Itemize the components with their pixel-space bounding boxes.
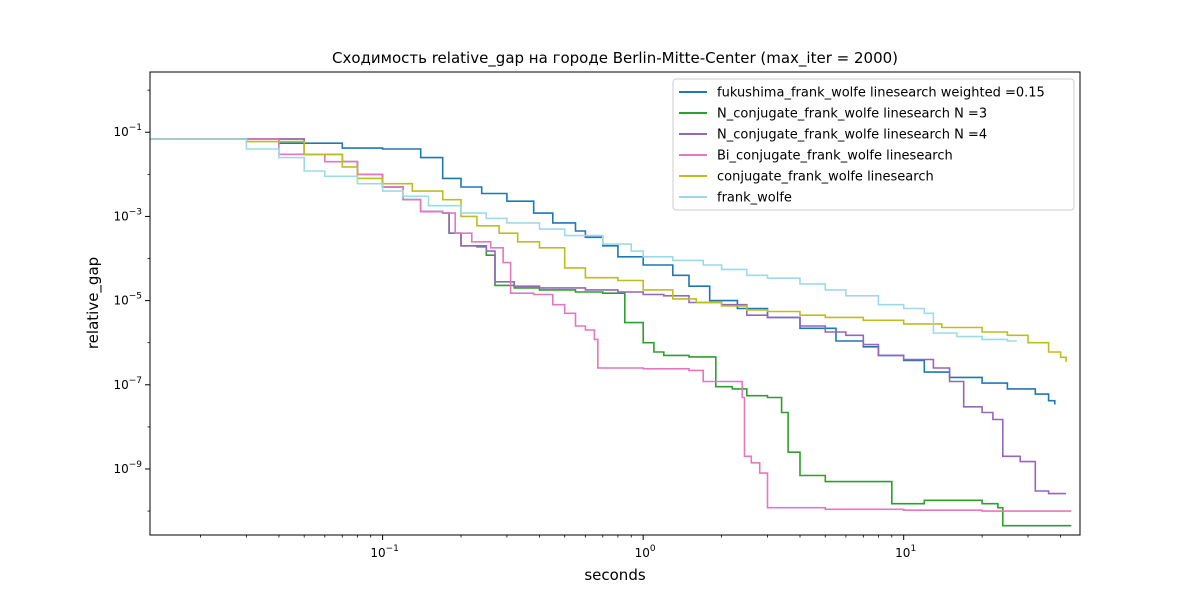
series-line-5 (150, 138, 1067, 362)
x-tick-label: 101 (895, 544, 916, 560)
plot-frame (149, 71, 1081, 536)
series-line-6 (150, 138, 1017, 342)
legend-label-4: Bi_conjugate_frank_wolfe linesearch (717, 149, 953, 164)
legend-label-1: fukushima_frank_wolfe linesearch weighte… (717, 86, 1045, 101)
x-tick-label: 100 (635, 544, 656, 560)
series-layer (150, 138, 1072, 527)
legend-label-6: frank_wolfe (717, 191, 792, 206)
y-tick-label: 10−1 (113, 123, 142, 139)
x-tick-label: 10−1 (370, 544, 399, 560)
legend-label-3: N_conjugate_frank_wolfe linesearch N =4 (717, 128, 987, 143)
x-axis-label: seconds (584, 566, 645, 584)
y-tick-label: 10−9 (113, 460, 142, 476)
legend-box (672, 78, 1075, 211)
legend-label-5: conjugate_frank_wolfe linesearch (717, 170, 934, 185)
legend-label-2: N_conjugate_frank_wolfe linesearch N =3 (717, 107, 987, 122)
ticks-layer: 10−1 100 101 10−1 10−3 10−5 10−7 10−9 (113, 89, 1061, 560)
y-tick-label: 10−7 (113, 376, 142, 392)
chart-title: Сходимость relative_gap на городе Berlin… (332, 49, 898, 68)
y-tick-label: 10−3 (113, 207, 142, 223)
y-axis-label: relative_gap (84, 257, 103, 349)
y-tick-label: 10−5 (113, 292, 142, 308)
legend: fukushima_frank_wolfe linesearch weighte… (672, 78, 1075, 211)
